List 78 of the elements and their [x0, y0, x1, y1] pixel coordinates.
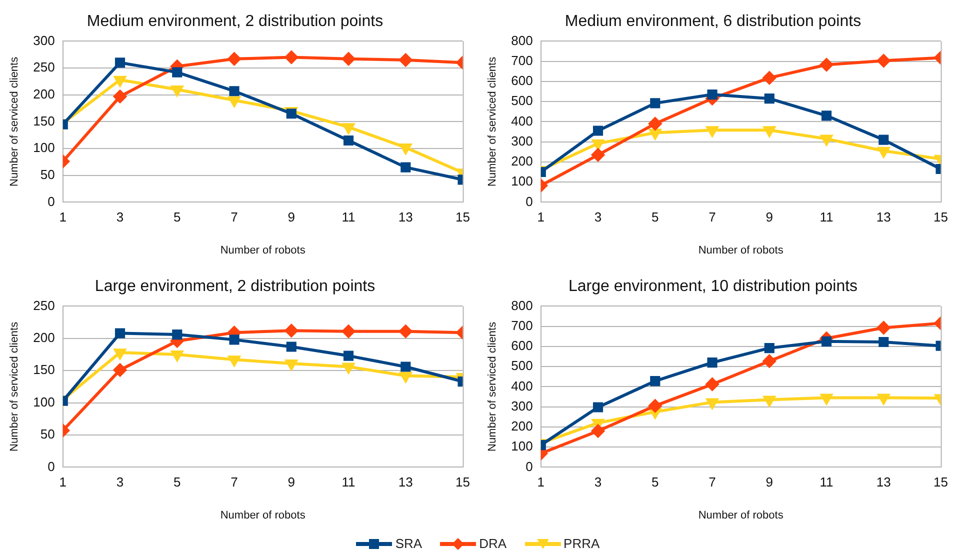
- legend-label: PRRA: [564, 536, 600, 551]
- y-tick-label: 300: [511, 398, 533, 414]
- y-tick-label: 100: [511, 174, 533, 189]
- x-tick-label: 3: [116, 474, 124, 490]
- x-tick-label: 9: [288, 210, 296, 225]
- x-tick-label: 3: [116, 210, 124, 225]
- legend-label: SRA: [395, 536, 422, 551]
- y-tick-label: 400: [511, 378, 533, 394]
- y-axis-title: Number of serviced clients: [8, 56, 21, 187]
- y-tick-label: 200: [511, 154, 533, 169]
- y-tick-label: 700: [511, 318, 533, 333]
- chart-title: Medium environment, 2 distribution points: [86, 13, 384, 30]
- x-tick-label: 9: [288, 474, 296, 490]
- y-tick-label: 0: [526, 194, 533, 209]
- x-tick-label: 15: [934, 474, 948, 490]
- x-tick-label: 13: [876, 210, 891, 225]
- x-tick-label: 11: [820, 210, 834, 225]
- y-tick-label: 200: [511, 418, 533, 434]
- x-tick-label: 15: [934, 210, 948, 225]
- y-tick-label: 0: [48, 194, 55, 209]
- y-tick-label: 700: [511, 52, 533, 68]
- x-tick-label: 11: [820, 474, 834, 490]
- y-tick-label: 400: [511, 113, 533, 128]
- x-tick-label: 1: [59, 210, 67, 225]
- x-tick-label: 9: [766, 474, 774, 490]
- y-tick-label: 250: [33, 298, 55, 313]
- x-tick-label: 15: [456, 474, 470, 490]
- y-tick-label: 800: [511, 32, 533, 48]
- y-tick-label: 100: [511, 438, 533, 454]
- x-tick-label: 7: [230, 474, 238, 490]
- chart-title: Medium environment, 6 distribution points: [564, 13, 862, 30]
- x-tick-label: 9: [766, 210, 774, 225]
- x-tick-label: 1: [537, 474, 545, 490]
- y-tick-label: 800: [511, 298, 533, 313]
- y-tick-label: 500: [511, 93, 533, 108]
- y-tick-label: 500: [511, 358, 533, 374]
- y-tick-label: 200: [33, 86, 55, 102]
- y-tick-label: 300: [511, 133, 533, 148]
- y-tick-label: 100: [33, 140, 55, 156]
- y-tick-label: 200: [33, 330, 55, 345]
- x-tick-label: 13: [398, 474, 413, 490]
- x-tick-label: 3: [594, 210, 602, 225]
- x-axis-title: Number of robots: [220, 244, 306, 256]
- y-axis-title: Number of serviced clients: [486, 56, 499, 187]
- x-tick-label: 11: [342, 210, 356, 225]
- y-tick-label: 600: [511, 338, 533, 354]
- x-tick-label: 1: [59, 474, 67, 490]
- x-axis-title: Number of robots: [698, 244, 784, 256]
- x-tick-label: 11: [342, 474, 356, 490]
- y-tick-label: 250: [33, 60, 55, 75]
- chart-title: Large environment, 10 distribution points: [568, 278, 858, 296]
- y-axis-title: Number of serviced clients: [8, 321, 21, 452]
- x-tick-label: 5: [174, 210, 181, 225]
- y-tick-label: 150: [33, 362, 55, 378]
- legend-label: DRA: [479, 536, 507, 551]
- y-tick-label: 150: [33, 113, 55, 128]
- y-tick-label: 100: [33, 394, 55, 410]
- x-tick-label: 3: [594, 474, 602, 490]
- x-axis-title: Number of robots: [220, 509, 306, 522]
- chart-title: Large environment, 2 distribution points: [94, 278, 376, 296]
- y-tick-label: 0: [526, 458, 533, 474]
- x-tick-label: 7: [708, 210, 716, 225]
- x-tick-label: 7: [230, 210, 238, 225]
- x-tick-label: 13: [398, 210, 413, 225]
- x-tick-label: 7: [708, 474, 716, 490]
- x-axis-title: Number of robots: [698, 509, 784, 522]
- y-tick-label: 50: [40, 166, 55, 182]
- x-tick-label: 1: [537, 210, 545, 225]
- y-tick-label: 600: [511, 73, 533, 88]
- x-tick-label: 13: [876, 474, 891, 490]
- x-tick-label: 5: [174, 474, 181, 490]
- y-tick-label: 0: [48, 458, 55, 474]
- x-tick-label: 5: [652, 474, 659, 490]
- y-tick-label: 50: [40, 426, 55, 442]
- y-axis-title: Number of serviced clients: [486, 321, 499, 452]
- y-tick-label: 300: [33, 32, 55, 48]
- x-tick-label: 15: [456, 210, 470, 225]
- x-tick-label: 5: [652, 210, 659, 225]
